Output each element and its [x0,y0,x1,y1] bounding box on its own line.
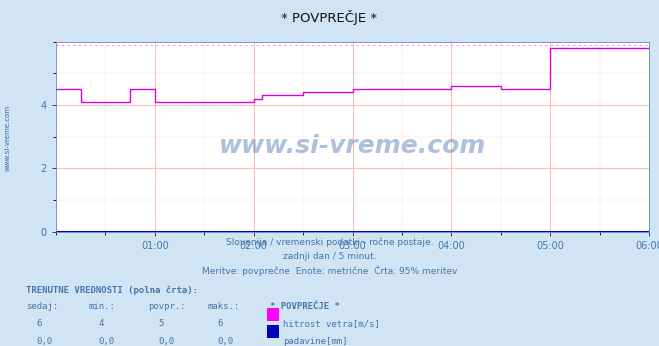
Text: hitrost vetra[m/s]: hitrost vetra[m/s] [283,319,380,328]
Text: Slovenija / vremenski podatki - ročne postaje.: Slovenija / vremenski podatki - ročne po… [226,237,433,246]
Text: 6: 6 [36,319,42,328]
Text: 0,0: 0,0 [217,337,233,346]
Text: * POVPREČJE *: * POVPREČJE * [270,302,340,311]
Text: padavine[mm]: padavine[mm] [283,337,348,346]
Text: 0,0: 0,0 [158,337,174,346]
Text: 6: 6 [217,319,223,328]
Text: zadnji dan / 5 minut.: zadnji dan / 5 minut. [283,252,376,261]
Text: sedaj:: sedaj: [26,302,59,311]
Text: min.:: min.: [89,302,116,311]
Text: povpr.:: povpr.: [148,302,186,311]
Text: 4: 4 [99,319,104,328]
Text: 5: 5 [158,319,163,328]
Text: TRENUTNE VREDNOSTI (polna črta):: TRENUTNE VREDNOSTI (polna črta): [26,285,198,295]
Text: 0,0: 0,0 [99,337,115,346]
Text: www.si-vreme.com: www.si-vreme.com [5,105,11,172]
Text: * POVPREČJE *: * POVPREČJE * [281,10,378,25]
Text: Meritve: povprečne  Enote: metrične  Črta: 95% meritev: Meritve: povprečne Enote: metrične Črta:… [202,266,457,276]
Text: 0,0: 0,0 [36,337,52,346]
Text: www.si-vreme.com: www.si-vreme.com [219,134,486,158]
Text: maks.:: maks.: [208,302,240,311]
